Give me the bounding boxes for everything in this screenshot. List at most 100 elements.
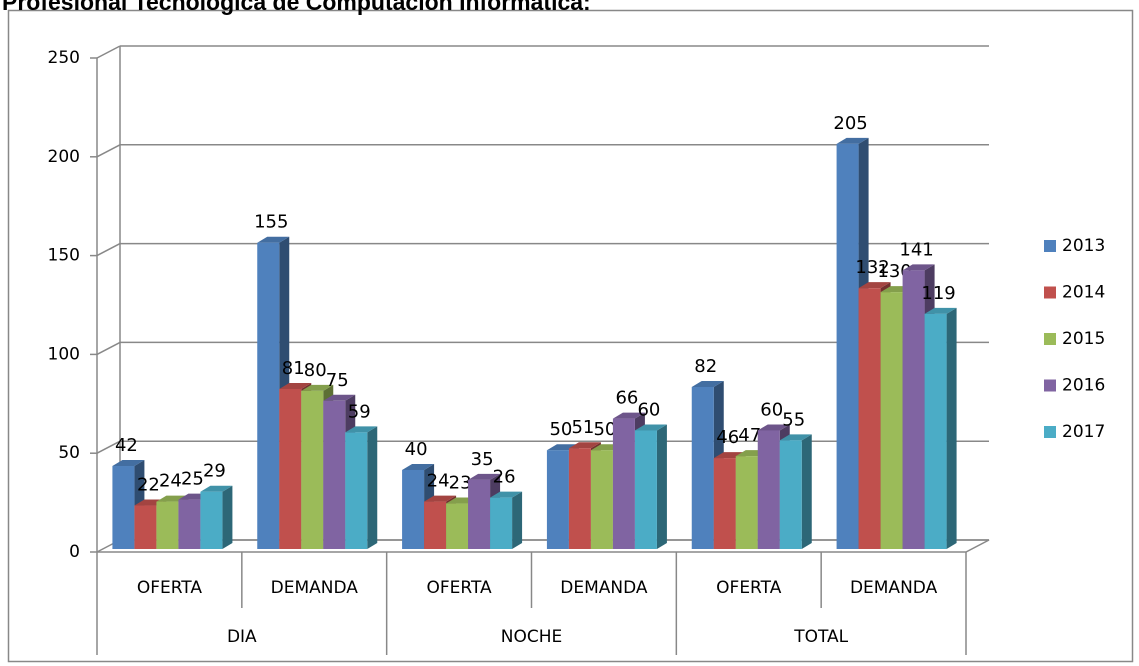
bar (735, 456, 758, 549)
legend-swatch (1044, 286, 1056, 299)
value-label: 24 (159, 471, 182, 492)
bar (902, 270, 925, 549)
value-label: 59 (348, 401, 371, 422)
bar-top (757, 424, 790, 431)
bar-top (836, 137, 869, 144)
value-label: 23 (449, 473, 472, 494)
bar (612, 418, 635, 549)
bar (634, 430, 657, 549)
x-tick-label: DEMANDA (560, 578, 648, 598)
y-tick-label: 100 (48, 344, 80, 364)
value-label: 25 (181, 469, 204, 490)
value-label: 46 (716, 427, 739, 448)
bar (112, 466, 135, 549)
value-label: 141 (899, 239, 933, 260)
bar (279, 388, 302, 549)
bar (301, 390, 324, 549)
value-label: 66 (615, 388, 638, 409)
bar (156, 501, 179, 549)
x-tick-label: DEMANDA (850, 578, 938, 598)
bar-top (257, 236, 290, 243)
grid-line-side (96, 242, 121, 257)
bar-top (345, 426, 378, 433)
bar-top (323, 394, 356, 401)
legend-swatch (1044, 379, 1056, 392)
bar-top (424, 495, 457, 502)
legend-label: 2015 (1062, 329, 1105, 349)
value-label: 81 (282, 358, 305, 379)
bar (178, 499, 201, 549)
bar (200, 491, 223, 549)
value-label: 42 (115, 435, 138, 456)
value-label: 50 (549, 419, 572, 440)
bar-side (222, 485, 233, 549)
bar-top (902, 264, 935, 271)
value-label: 22 (137, 475, 160, 496)
bar (546, 450, 569, 549)
bar-top (490, 491, 523, 498)
bar (924, 313, 947, 549)
bar (590, 450, 613, 549)
chart-frame (7, 9, 1134, 663)
legend-swatch (1044, 333, 1056, 345)
legend-swatch (1044, 426, 1056, 438)
y-tick-label: 250 (48, 48, 80, 68)
bar (779, 440, 802, 549)
value-label: 40 (405, 439, 428, 460)
y-tick-label: 200 (48, 147, 80, 167)
value-label: 51 (571, 417, 594, 438)
bar (836, 143, 859, 550)
bar-top (924, 307, 957, 314)
y-tick-label: 50 (58, 443, 80, 463)
legend-label: 2016 (1062, 376, 1105, 396)
value-label: 29 (203, 461, 226, 482)
bar (858, 288, 881, 549)
bar-side (512, 491, 523, 549)
bar-top (779, 434, 812, 441)
value-label: 55 (782, 409, 805, 430)
chart-title: Profesional Tecnológica de Computación I… (2, 0, 591, 15)
legend-swatch (1044, 240, 1056, 252)
value-label: 26 (493, 467, 516, 488)
bar (446, 503, 469, 549)
group-label: TOTAL (793, 627, 848, 647)
bar (134, 505, 157, 549)
bar-top (279, 382, 312, 389)
group-label: NOCHE (501, 627, 563, 647)
x-tick-label: OFERTA (716, 578, 782, 598)
value-label: 35 (471, 449, 494, 470)
bar-top (200, 485, 233, 492)
bar-side (801, 434, 812, 549)
value-label: 119 (921, 283, 955, 304)
bar-side (367, 426, 378, 549)
value-label: 82 (694, 356, 717, 377)
bar-top (691, 380, 724, 387)
grid-line-side (96, 341, 121, 356)
value-label: 80 (304, 360, 327, 381)
bar (713, 458, 736, 549)
bar-top (402, 463, 435, 470)
x-tick-label: OFERTA (426, 578, 492, 598)
bar (691, 386, 714, 549)
value-label: 75 (326, 370, 349, 391)
bar (568, 448, 591, 549)
y-tick-label: 150 (48, 246, 80, 266)
bar (257, 242, 280, 549)
grid-line-side (96, 45, 121, 59)
grid-line-side (96, 440, 121, 454)
value-label: 60 (637, 399, 660, 420)
group-label: DIA (227, 627, 257, 647)
x-tick-label: DEMANDA (271, 578, 359, 598)
bar-top (858, 282, 891, 289)
legend-label: 2014 (1062, 283, 1105, 303)
value-label: 50 (593, 419, 616, 440)
value-label: 132 (855, 257, 889, 278)
value-label: 60 (760, 399, 783, 420)
bar (424, 501, 447, 549)
value-label: 24 (427, 471, 450, 492)
value-label: 155 (254, 212, 288, 233)
bar (468, 479, 491, 549)
bar (323, 400, 346, 549)
bar (345, 432, 368, 549)
bar (402, 469, 425, 549)
